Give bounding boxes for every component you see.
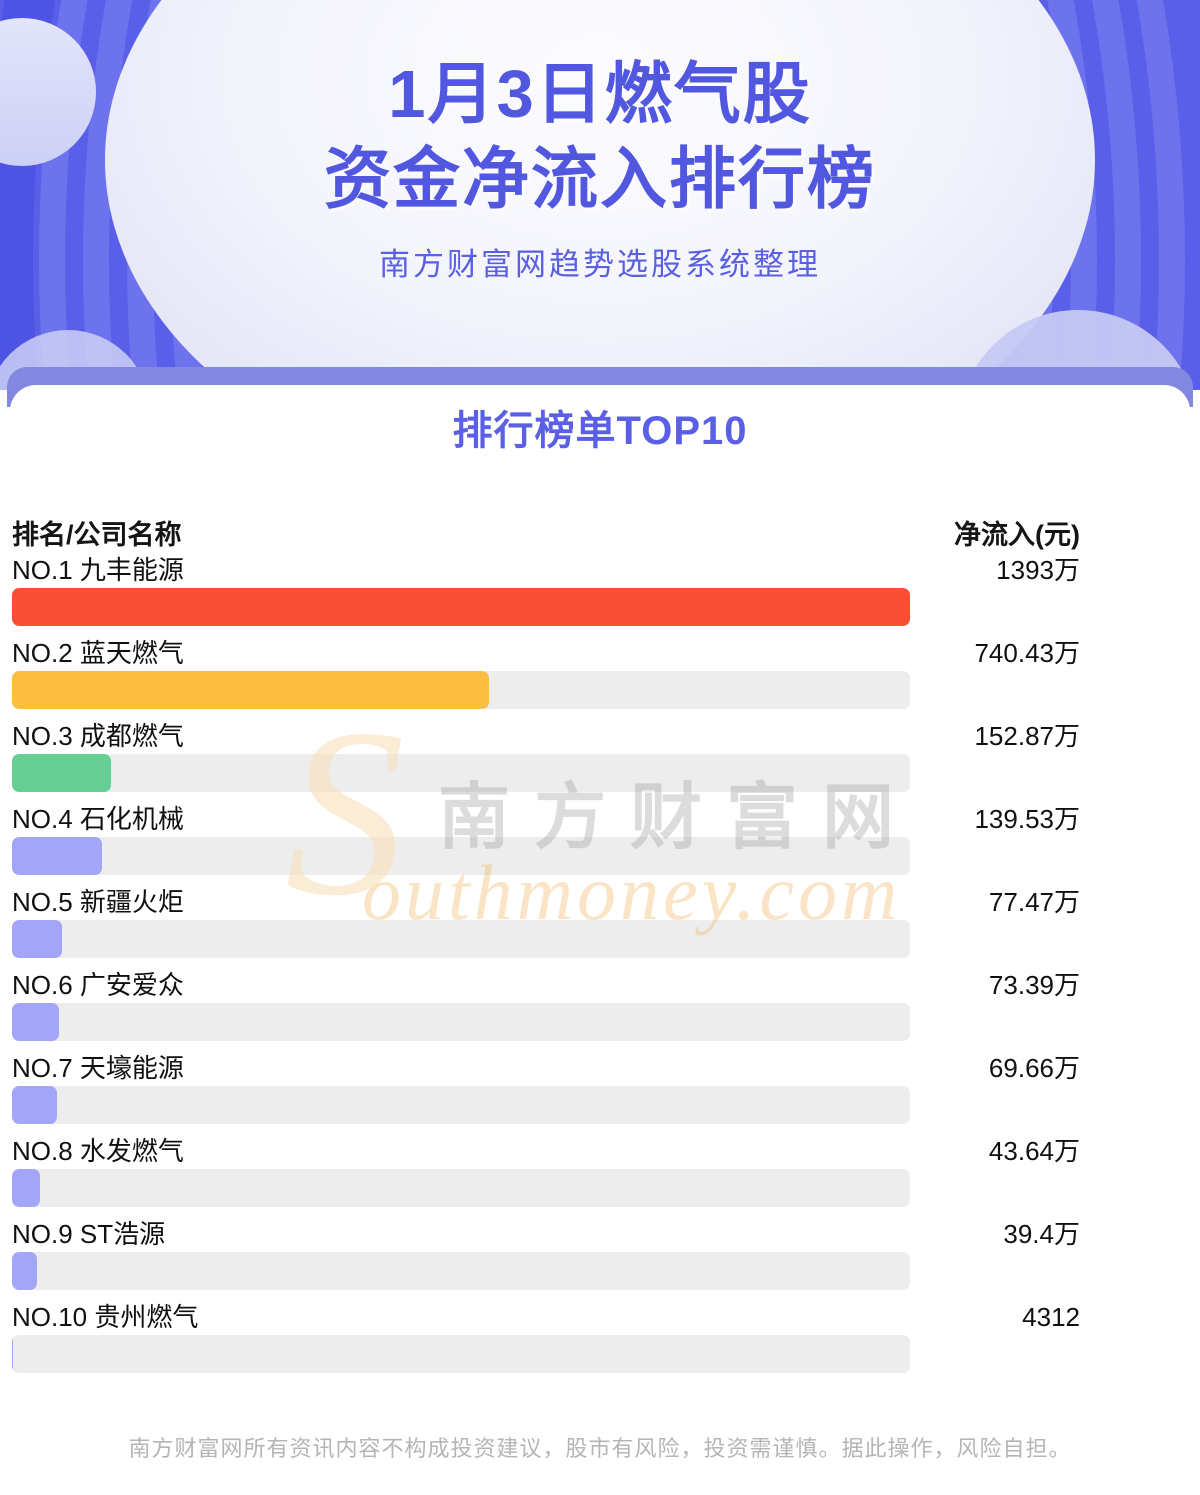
net-inflow-value: 69.66万 (988, 1053, 1080, 1083)
net-inflow-value: 43.64万 (988, 1136, 1080, 1166)
bar-fill (12, 588, 910, 626)
bar-rows: NO.1 九丰能源 1393万 NO.2 蓝天燃气 740.43万 NO.3 成… (12, 551, 1080, 1373)
rank-row-line: NO.5 新疆火炬 77.47万 (12, 883, 1080, 920)
section-title: 排行榜单TOP10 (452, 409, 748, 453)
rank-company-label: NO.10 贵州燃气 (12, 1302, 199, 1332)
bar-track (12, 1169, 910, 1207)
bar-track (12, 1335, 910, 1373)
page-subtitle: 南方财富网趋势选股系统整理 (379, 247, 821, 282)
net-inflow-value: 77.47万 (988, 887, 1080, 917)
column-headers: 排名/公司名称 净流入(元) (12, 515, 1080, 551)
bar-fill (12, 1252, 38, 1290)
bar-fill (12, 837, 102, 875)
rank-company-label: NO.3 成都燃气 (12, 721, 184, 751)
col-header-net-inflow: 净流入(元) (954, 520, 1080, 550)
bar-track (12, 837, 910, 875)
bar-fill (12, 671, 490, 709)
hero-white-ellipse-decor (105, 0, 1095, 390)
rank-row-line: NO.7 天壕能源 69.66万 (12, 1049, 1080, 1086)
rank-row: NO.9 ST浩源 39.4万 (12, 1215, 1080, 1290)
rank-row: NO.2 蓝天燃气 740.43万 (12, 634, 1080, 709)
rank-row: NO.10 贵州燃气 4312 (12, 1298, 1080, 1373)
bar-fill (12, 1086, 57, 1124)
net-inflow-value: 1393万 (996, 555, 1080, 585)
rank-row: NO.7 天壕能源 69.66万 (12, 1049, 1080, 1124)
rank-row-line: NO.2 蓝天燃气 740.43万 (12, 634, 1080, 671)
rank-company-label: NO.8 水发燃气 (12, 1136, 184, 1166)
net-inflow-value: 4312 (1022, 1302, 1080, 1332)
bar-fill (12, 920, 62, 958)
page-title: 1月3日燃气股 资金净流入排行榜 (0, 52, 1200, 222)
rank-row-line: NO.3 成都燃气 152.87万 (12, 717, 1080, 754)
ranking-bar-chart: 排名/公司名称 净流入(元) NO.1 九丰能源 1393万 NO.2 蓝天燃气… (10, 515, 1190, 1373)
rank-row: NO.6 广安爱众 73.39万 (12, 966, 1080, 1041)
rank-row-line: NO.1 九丰能源 1393万 (12, 551, 1080, 588)
bar-track (12, 920, 910, 958)
col-header-rank-company: 排名/公司名称 (12, 520, 182, 550)
rank-row-line: NO.4 石化机械 139.53万 (12, 800, 1080, 837)
net-inflow-value: 740.43万 (974, 638, 1080, 668)
rank-row-line: NO.8 水发燃气 43.64万 (12, 1132, 1080, 1169)
bar-fill (12, 1169, 41, 1207)
rank-row: NO.3 成都燃气 152.87万 (12, 717, 1080, 792)
left-edge-shade-decor (0, 0, 56, 390)
rank-company-label: NO.7 天壕能源 (12, 1053, 184, 1083)
bar-track (12, 1003, 910, 1041)
net-inflow-value: 152.87万 (974, 721, 1080, 751)
bar-fill (12, 1003, 60, 1041)
disclaimer-text: 南方财富网所有资讯内容不构成投资建议，股市有风险，投资需谨慎。据此操作，风险自担… (128, 1436, 1072, 1461)
hero-banner: 1月3日燃气股 资金净流入排行榜 南方财富网趋势选股系统整理 (0, 0, 1200, 390)
rank-row: NO.8 水发燃气 43.64万 (12, 1132, 1080, 1207)
net-inflow-value: 73.39万 (988, 970, 1080, 1000)
hero-text-block: 1月3日燃气股 资金净流入排行榜 南方财富网趋势选股系统整理 (0, 0, 1200, 285)
bar-track (12, 1252, 910, 1290)
rank-company-label: NO.1 九丰能源 (12, 555, 184, 585)
net-inflow-value: 39.4万 (1003, 1219, 1080, 1249)
bar-track (12, 754, 910, 792)
net-inflow-value: 139.53万 (974, 804, 1080, 834)
page-title-line1: 1月3日燃气股 (388, 57, 812, 132)
bar-track (12, 1086, 910, 1124)
bar-track (12, 671, 910, 709)
rank-row-line: NO.6 广安爱众 73.39万 (12, 966, 1080, 1003)
rank-row-line: NO.10 贵州燃气 4312 (12, 1298, 1080, 1335)
content-card: 排行榜单TOP10 排名/公司名称 净流入(元) NO.1 九丰能源 1393万… (10, 385, 1190, 1495)
hero-background-graphic (0, 0, 1200, 390)
page-title-line2: 资金净流入排行榜 (324, 142, 876, 217)
rank-row-line: NO.9 ST浩源 39.4万 (12, 1215, 1080, 1252)
rank-company-label: NO.4 石化机械 (12, 804, 184, 834)
rank-row: NO.4 石化机械 139.53万 (12, 800, 1080, 875)
rank-row: NO.1 九丰能源 1393万 (12, 551, 1080, 626)
bar-fill (12, 754, 111, 792)
decor-circle-top-left (0, 18, 96, 166)
rank-company-label: NO.9 ST浩源 (12, 1219, 166, 1249)
rank-row: NO.5 新疆火炬 77.47万 (12, 883, 1080, 958)
rank-company-label: NO.5 新疆火炬 (12, 887, 184, 917)
rank-company-label: NO.2 蓝天燃气 (12, 638, 184, 668)
rank-company-label: NO.6 广安爱众 (12, 970, 184, 1000)
bar-track (12, 588, 910, 626)
